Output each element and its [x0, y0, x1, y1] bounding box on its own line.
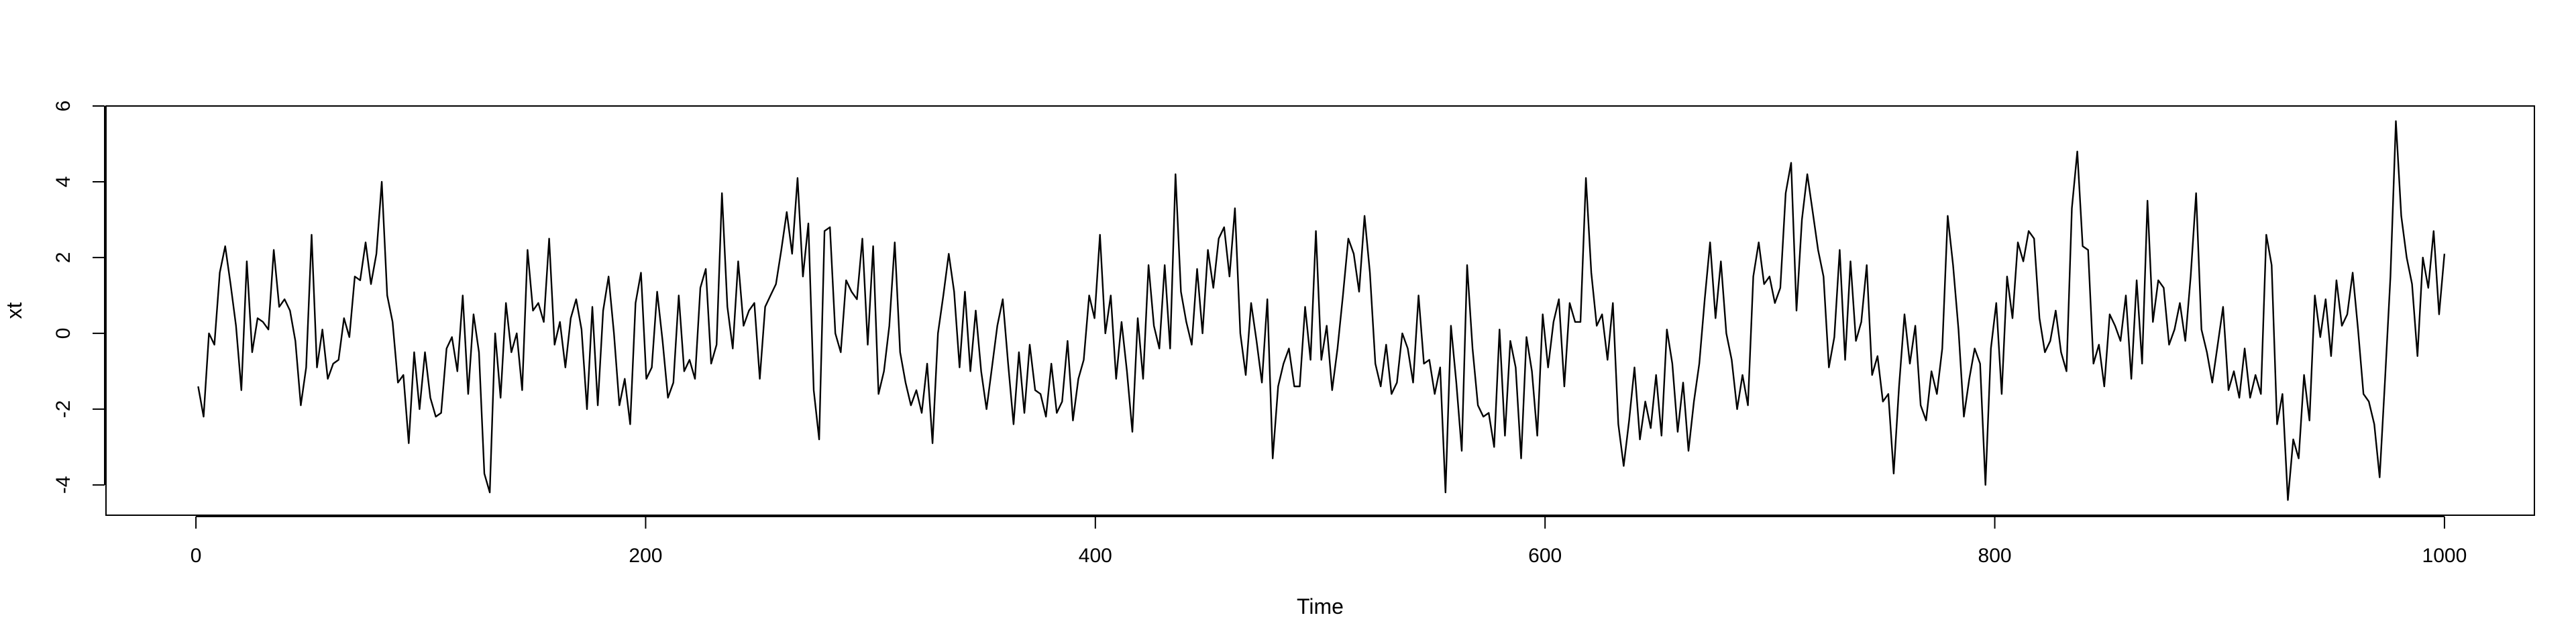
y-tick-label: 0: [52, 328, 74, 339]
x-tick-label: 800: [1978, 545, 2012, 567]
y-tick-label: 4: [52, 176, 74, 188]
y-tick-label: 6: [52, 101, 74, 112]
x-axis: 0 200 400 600 800 1000: [191, 516, 2467, 567]
y-axis: -4 -2 0 2 4 6: [52, 101, 105, 494]
x-axis-title: Time: [1297, 594, 1344, 619]
y-axis-title: xt: [2, 302, 26, 319]
x-tick-label: 0: [191, 545, 202, 567]
plot-frame: [105, 105, 2535, 516]
x-tick-label: 600: [1528, 545, 1562, 567]
y-tick-label: -2: [52, 400, 74, 419]
x-tick-label: 1000: [2422, 545, 2467, 567]
x-tick-label: 400: [1079, 545, 1112, 567]
x-tick-label: 200: [629, 545, 662, 567]
y-tick-label: 2: [52, 252, 74, 264]
series-line-xt: [197, 120, 2446, 501]
y-tick-label: -4: [52, 476, 74, 494]
